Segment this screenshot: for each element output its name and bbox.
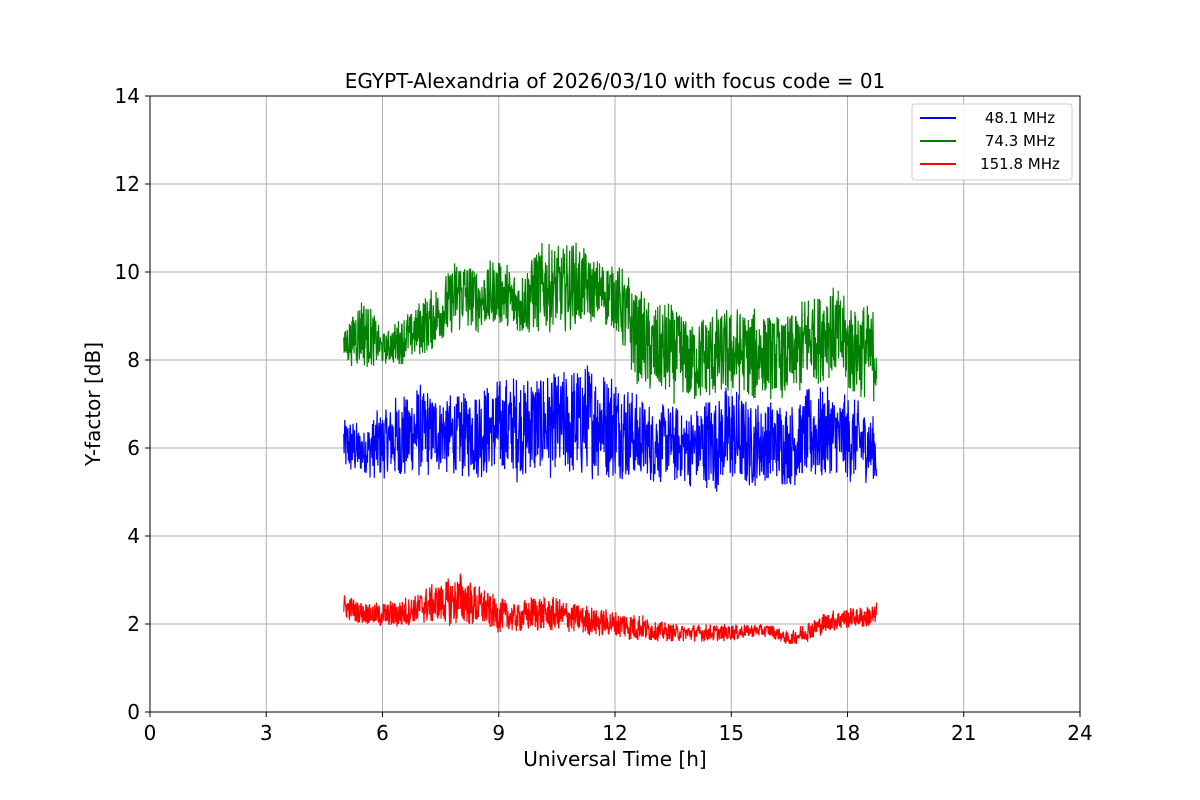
legend-entry-label: 48.1 MHz xyxy=(985,109,1055,127)
y-tick-label: 10 xyxy=(115,260,140,284)
y-tick-label: 0 xyxy=(127,700,140,724)
y-tick-label: 14 xyxy=(115,84,140,108)
x-tick-label: 6 xyxy=(376,721,389,745)
series-line-3 xyxy=(343,573,878,645)
legend-entry-label: 74.3 MHz xyxy=(985,132,1055,150)
x-tick-label: 12 xyxy=(602,721,627,745)
plot-series xyxy=(343,242,878,645)
y-tick-label: 6 xyxy=(127,436,140,460)
x-tick-label: 15 xyxy=(719,721,744,745)
x-tick-label: 0 xyxy=(144,721,157,745)
y-tick-label: 4 xyxy=(127,524,140,548)
legend-box xyxy=(911,103,1073,181)
x-tick-label: 21 xyxy=(951,721,976,745)
x-axis-label: Universal Time [h] xyxy=(523,747,706,771)
x-tick-label: 24 xyxy=(1067,721,1092,745)
legend-entry-label: 151.8 MHz xyxy=(980,155,1060,173)
y-axis-label: Y-factor [dB] xyxy=(81,342,105,467)
chart-title: EGYPT-Alexandria of 2026/03/10 with focu… xyxy=(345,69,886,93)
x-tick-label: 3 xyxy=(260,721,273,745)
legend: 48.1 MHz 74.3 MHz 151.8 MHz xyxy=(911,103,1073,181)
x-tick-label: 18 xyxy=(835,721,860,745)
series-line-1 xyxy=(343,365,878,492)
y-tick-label: 2 xyxy=(127,612,140,636)
y-tick-label: 12 xyxy=(115,172,140,196)
series-line-2 xyxy=(343,242,878,404)
x-tick-label: 9 xyxy=(492,721,505,745)
y-tick-label: 8 xyxy=(127,348,140,372)
